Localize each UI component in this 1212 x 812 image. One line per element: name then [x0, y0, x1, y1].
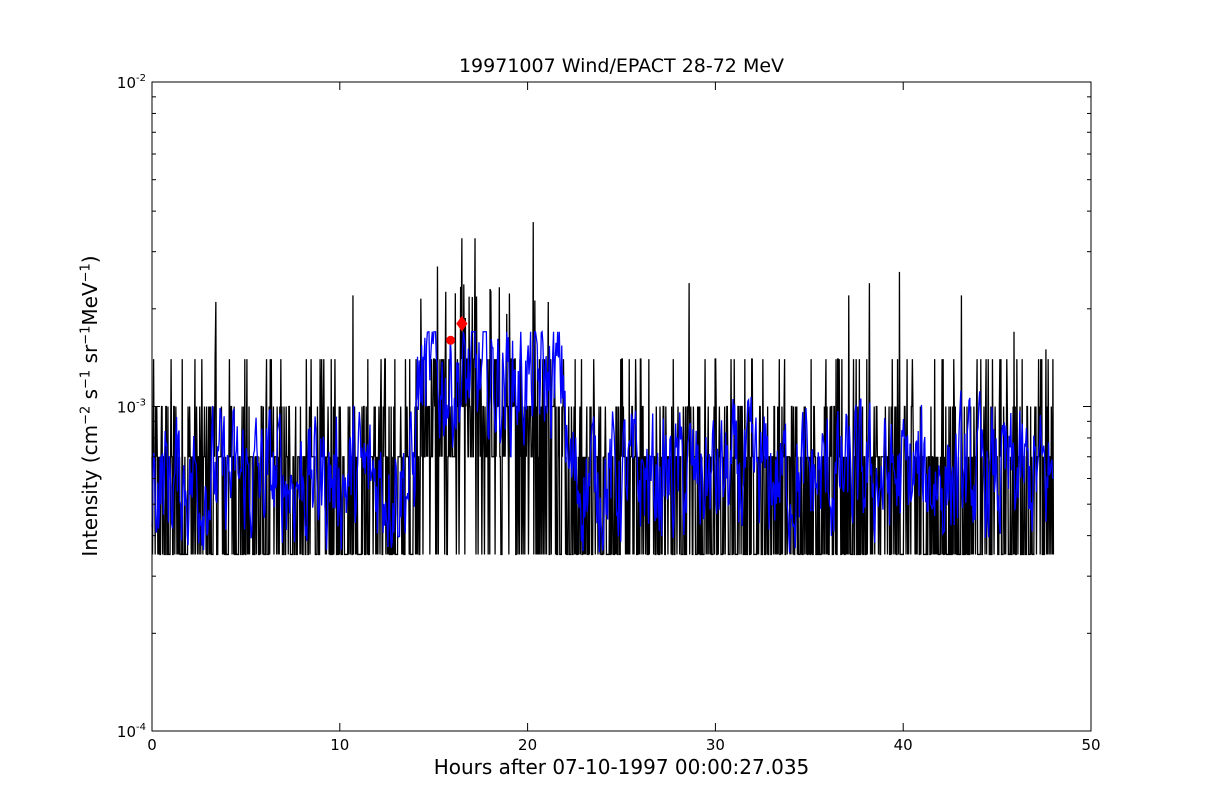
x-tick-label: 0 — [147, 736, 157, 754]
onset-marker-0 — [446, 335, 456, 345]
smoothed-intensity-series — [151, 330, 1055, 553]
x-axis-label: Hours after 07-10-1997 00:00:27.035 — [433, 755, 810, 779]
x-tick-label: 50 — [1081, 736, 1100, 754]
x-tick-label: 10 — [330, 736, 349, 754]
y-tick-label: 10-2 — [117, 73, 146, 92]
y-tick-label: 10-3 — [117, 398, 146, 417]
y-tick-label: 10-4 — [117, 722, 146, 741]
onset-marker-1 — [456, 315, 468, 332]
x-tick-label: 20 — [518, 736, 537, 754]
chart-title: 19971007 Wind/EPACT 28-72 MeV — [458, 55, 785, 77]
x-tick-label: 30 — [706, 736, 725, 754]
x-tick-label: 40 — [894, 736, 913, 754]
